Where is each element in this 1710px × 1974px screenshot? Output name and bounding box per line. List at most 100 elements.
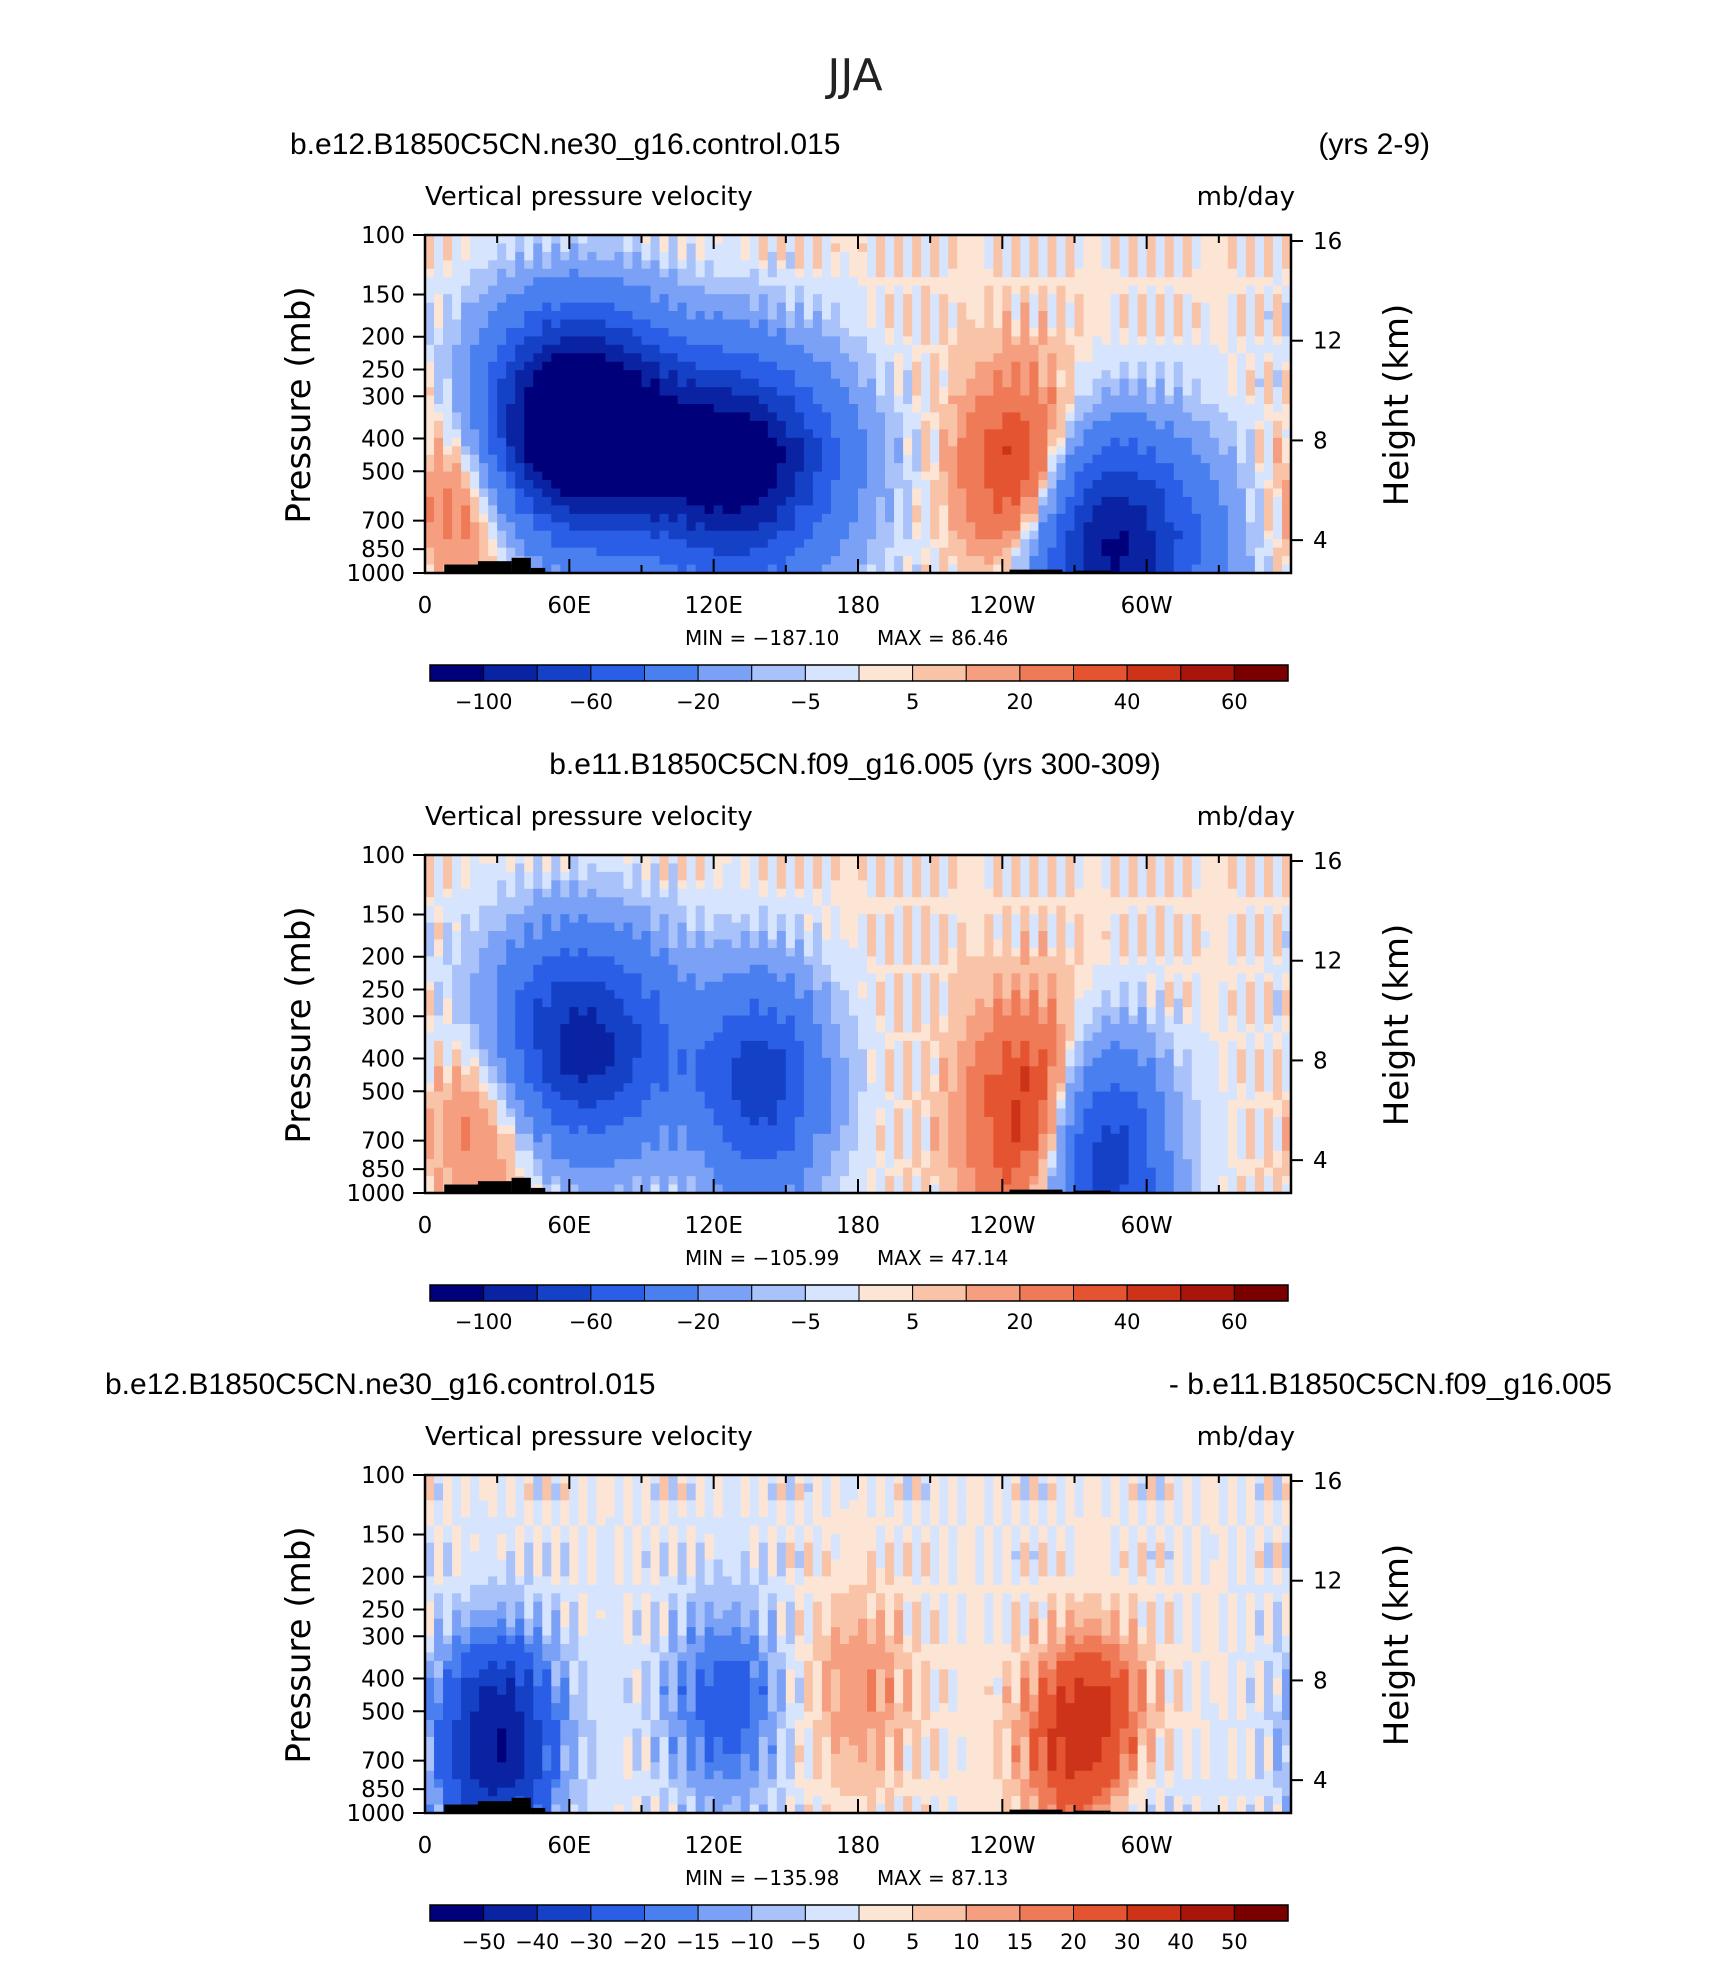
- field-cell: [785, 463, 796, 473]
- field-cell: [776, 863, 787, 873]
- field-cell: [659, 463, 670, 473]
- field-cell: [1146, 513, 1157, 523]
- field-cell: [515, 344, 525, 354]
- field-cell: [605, 412, 616, 422]
- field-cell: [650, 513, 661, 523]
- field-cell: [1200, 319, 1211, 329]
- field-cell: [443, 429, 453, 439]
- field-cell: [722, 556, 733, 566]
- field-cell: [984, 522, 994, 532]
- field-cell: [569, 370, 579, 380]
- field-cell: [1047, 268, 1058, 278]
- field-cell: [1074, 888, 1085, 898]
- field-cell: [903, 302, 913, 312]
- field-cell: [1110, 353, 1121, 363]
- field-cell: [848, 905, 859, 915]
- field-cell: [695, 437, 706, 447]
- field-cell: [876, 251, 886, 261]
- field-cell: [668, 395, 679, 405]
- field-cell: [839, 235, 850, 245]
- field-cell: [1227, 378, 1238, 388]
- field-cell: [569, 855, 579, 865]
- field-cell: [1254, 353, 1265, 363]
- field-cell: [722, 370, 733, 380]
- field-cell: [975, 855, 985, 865]
- field-cell: [1218, 556, 1229, 566]
- field-cell: [885, 387, 895, 397]
- field-cell: [1155, 420, 1166, 430]
- field-cell: [948, 285, 958, 295]
- field-cell: [839, 404, 850, 414]
- field-cell: [966, 285, 976, 295]
- field-cell: [839, 463, 850, 473]
- field-cell: [785, 897, 796, 907]
- field-cell: [839, 939, 850, 949]
- field-cell: [614, 471, 625, 481]
- field-cell: [1209, 437, 1220, 447]
- field-cell: [443, 412, 453, 422]
- field-cell: [668, 319, 679, 329]
- field-cell: [443, 505, 453, 515]
- field-cell: [1200, 311, 1211, 321]
- field-cell: [668, 471, 679, 481]
- field-cell: [695, 480, 706, 490]
- field-cell: [903, 855, 913, 865]
- field-cell: [830, 336, 841, 346]
- field-cell: [930, 420, 940, 430]
- field-cell: [1191, 880, 1202, 890]
- field-cell: [776, 251, 787, 261]
- field-cell: [740, 530, 751, 540]
- field-cell: [677, 404, 688, 414]
- field-cell: [533, 361, 543, 371]
- field-cell: [767, 914, 778, 924]
- field-cell: [1236, 463, 1247, 473]
- field-cell: [794, 871, 805, 881]
- field-cell: [839, 513, 850, 523]
- field-cell: [551, 564, 561, 574]
- field-cell: [821, 319, 832, 329]
- field-cell: [506, 387, 516, 397]
- field-cell: [488, 480, 498, 490]
- field-cell: [524, 496, 534, 506]
- field-cell: [461, 480, 471, 490]
- field-cell: [1200, 855, 1211, 865]
- field-cell: [776, 522, 787, 532]
- field-cell: [1020, 260, 1030, 270]
- field-cell: [830, 302, 841, 312]
- field-cell: [560, 880, 570, 890]
- field-cell: [614, 522, 625, 532]
- field-cell: [461, 914, 471, 924]
- field-cell: [912, 353, 922, 363]
- field-cell: [650, 268, 661, 278]
- field-cell: [605, 243, 616, 253]
- field-cell: [1245, 446, 1256, 456]
- field-cell: [1272, 564, 1283, 574]
- field-cell: [1056, 931, 1067, 941]
- field-cell: [578, 863, 588, 873]
- field-cell: [1101, 336, 1112, 346]
- field-cell: [821, 855, 832, 865]
- field-cell: [903, 370, 913, 380]
- field-cell: [767, 939, 778, 949]
- field-cell: [686, 268, 697, 278]
- field-cell: [596, 530, 607, 540]
- field-cell: [993, 327, 1003, 337]
- field-cell: [1218, 437, 1229, 447]
- field-cell: [686, 370, 697, 380]
- field-cell: [1038, 294, 1049, 304]
- field-cell: [542, 251, 552, 261]
- field-cell: [1002, 370, 1012, 380]
- field-cell: [812, 480, 823, 490]
- field-cell: [1245, 880, 1256, 890]
- field-cell: [551, 505, 561, 515]
- field-cell: [1074, 277, 1085, 287]
- field-cell: [1191, 277, 1202, 287]
- field-cell: [794, 336, 805, 346]
- field-cell: [1281, 327, 1292, 337]
- field-cell: [794, 387, 805, 397]
- field-cell: [713, 437, 724, 447]
- field-cell: [975, 547, 985, 557]
- field-cell: [623, 429, 634, 439]
- field-cell: [1263, 522, 1274, 532]
- field-cell: [515, 235, 525, 245]
